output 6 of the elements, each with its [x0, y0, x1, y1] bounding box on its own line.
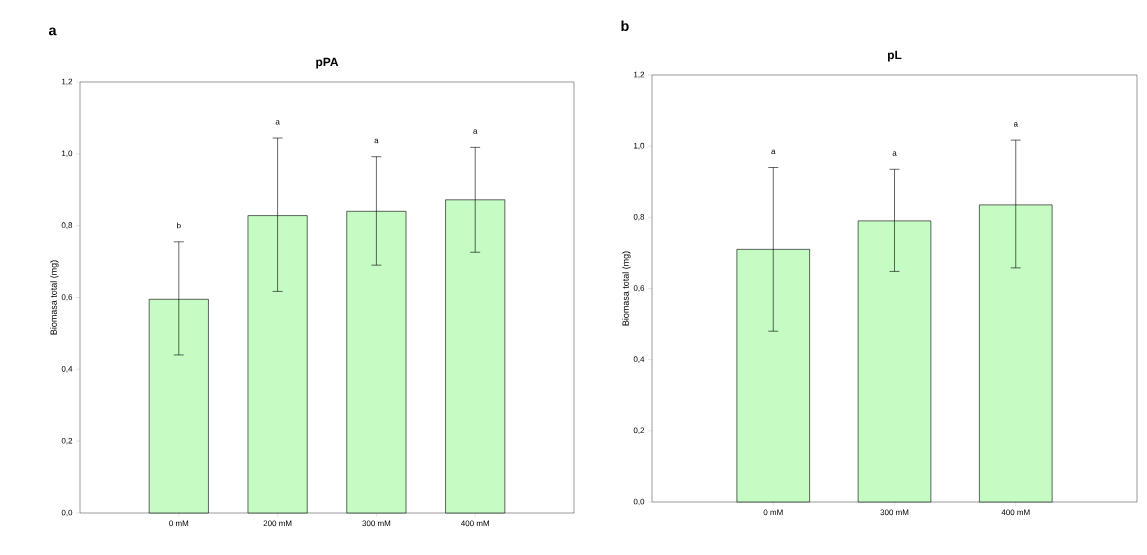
text: a	[48, 27, 57, 36]
text: b	[621, 20, 629, 32]
y-axis-title: Biomasa total (mg)	[50, 260, 59, 335]
chart-title: pPA	[316, 57, 339, 69]
chart-title: pL	[887, 50, 902, 62]
y-axis-title: Biomasa total (mg)	[622, 251, 631, 326]
